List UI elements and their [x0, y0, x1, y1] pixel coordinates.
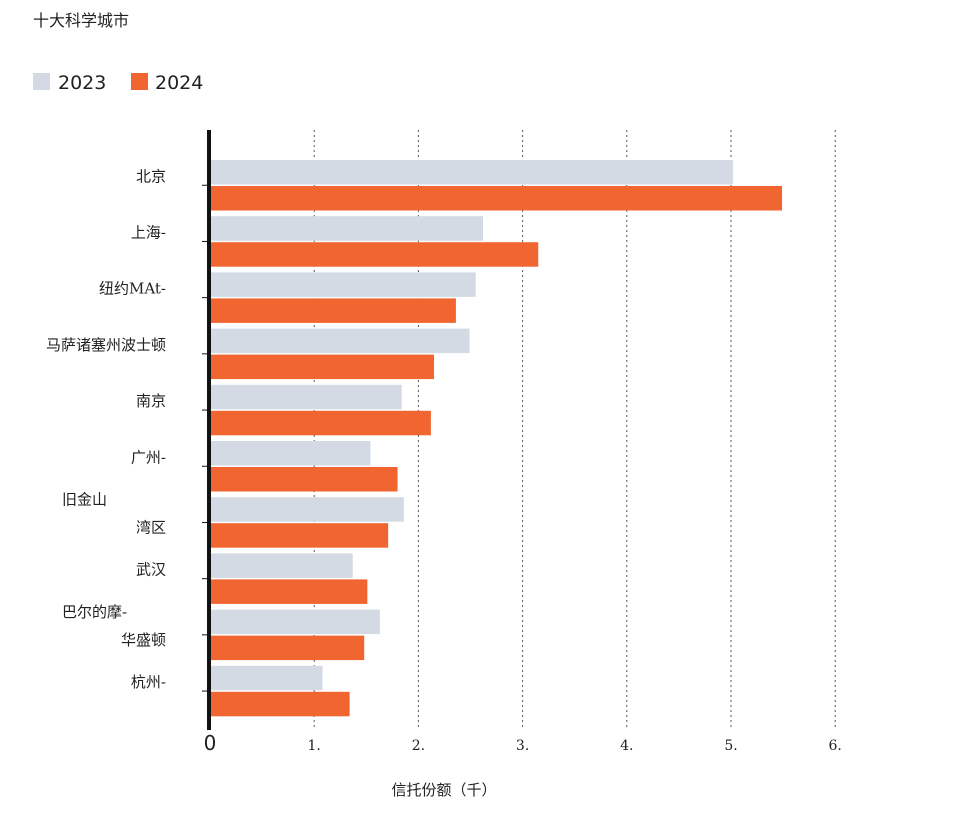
- bar-2023: [210, 497, 404, 522]
- category-label: 旧金山: [62, 490, 107, 508]
- bar-2023: [210, 328, 470, 354]
- x-tick-labels: 0 1. 2. 3. 4. 5. 6.: [204, 731, 842, 755]
- legend-label-2024: 2024: [155, 72, 203, 94]
- legend-label-2023: 2023: [58, 72, 106, 94]
- x-tick-label: 5.: [724, 738, 737, 754]
- category-label: 华盛顿: [121, 631, 166, 649]
- x-tick-label: 1.: [308, 738, 321, 754]
- bar-2024: [210, 410, 431, 436]
- x-tick-label: 2.: [412, 738, 425, 754]
- legend-swatch-2024: [131, 73, 148, 90]
- category-label: 杭州-: [131, 673, 166, 691]
- category-label: 巴尔的摩-: [62, 603, 127, 621]
- bar-2024: [210, 467, 398, 492]
- bar-2024: [210, 691, 350, 717]
- bar-2023: [210, 553, 353, 578]
- bar-2023: [210, 441, 371, 466]
- bar-2024: [210, 635, 365, 661]
- legend-swatch-2023: [33, 73, 50, 90]
- category-label: 上海-: [131, 223, 166, 241]
- bar-2023: [210, 384, 402, 410]
- bar-2023: [210, 609, 380, 635]
- legend: 2023 2024: [33, 72, 203, 94]
- x-tick-label: 0: [204, 731, 217, 755]
- bar-2024: [210, 186, 783, 211]
- category-label: 武汉: [136, 561, 166, 579]
- category-label: 北京: [136, 167, 166, 185]
- bar-2023: [210, 160, 734, 185]
- bar-2024: [210, 523, 389, 548]
- bar-2023: [210, 665, 323, 691]
- x-axis-label: 信托份额（千）: [391, 781, 496, 799]
- bar-2024: [210, 242, 539, 267]
- x-tick-label: 3.: [516, 738, 529, 754]
- bar-2024: [210, 354, 435, 380]
- bar-2023: [210, 272, 476, 297]
- category-label: 马萨诸塞州波士顿: [46, 336, 166, 354]
- bar-2024: [210, 579, 368, 604]
- category-label: 广州-: [131, 448, 166, 466]
- category-label: 纽约MAt-: [99, 280, 166, 298]
- x-tick-label: 6.: [829, 738, 842, 754]
- chart-title: 十大科学城市: [33, 11, 129, 30]
- category-label: 南京: [136, 392, 166, 410]
- x-tick-label: 4.: [620, 738, 633, 754]
- bar-2024: [210, 298, 456, 323]
- bars: [210, 160, 783, 717]
- category-label: 湾区: [136, 518, 166, 536]
- bar-2023: [210, 216, 484, 241]
